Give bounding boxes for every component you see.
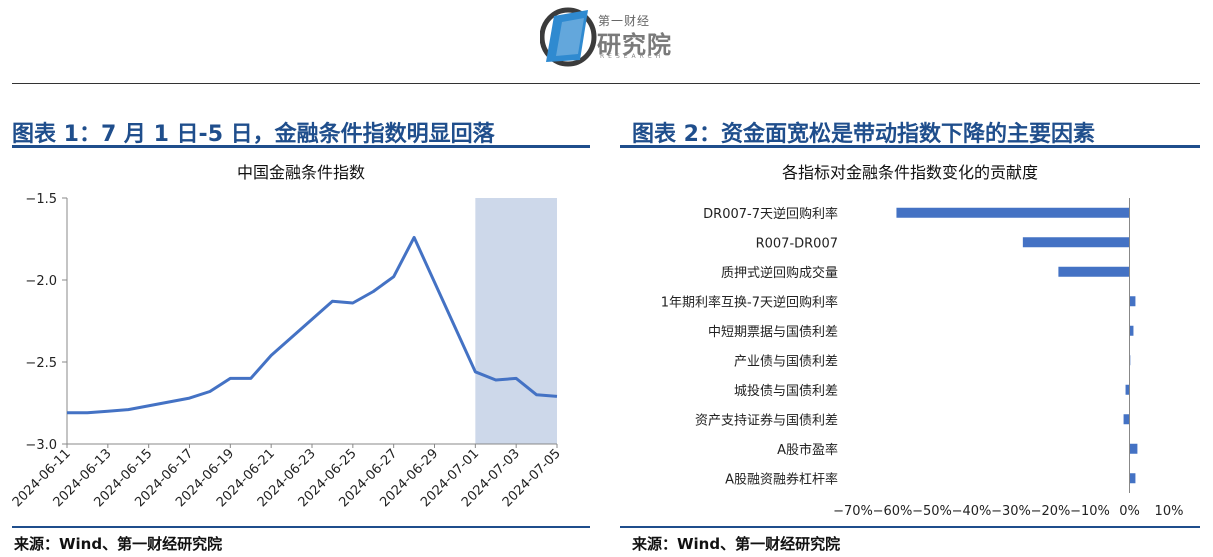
logo-brand-top: 第一财经 (598, 14, 651, 28)
logo-emblem (540, 7, 597, 67)
figure2-title: 图表 2：资金面宽松是带动指数下降的主要因素 (632, 122, 1095, 147)
figure2-source-rule (620, 526, 1200, 528)
bar (1058, 266, 1130, 277)
bar (1129, 473, 1136, 484)
category-label: 产业债与国债利差 (734, 354, 838, 369)
figure1-source: 来源：Wind、第一财经研究院 (14, 535, 223, 553)
x-tick-label: −50% (912, 504, 952, 519)
category-label: 资产支持证券与国债利差 (695, 412, 838, 428)
bar (1129, 325, 1134, 336)
category-label: 质押式逆回购成交量 (721, 265, 838, 281)
category-label: 中短期票据与国债利差 (708, 325, 838, 340)
category-label: DR007-7天逆回购利率 (703, 206, 838, 222)
x-tick-label: −70% (833, 504, 873, 519)
chart1-title: 中国金融条件指数 (236, 163, 365, 182)
bar (1129, 443, 1138, 454)
x-tick-label: 0% (1119, 504, 1140, 519)
figure1-title: 图表 1：7 月 1 日-5 日，金融条件指数明显回落 (12, 122, 495, 147)
logo-brand-sub: RESEARCH (600, 53, 665, 60)
bar-chart: DR007-7天逆回购利率 R007-DR007 质押式逆回购成交量 1年期利率互换-… (661, 198, 1184, 519)
y-tick-label: −1.5 (25, 192, 57, 207)
highlight-band (475, 198, 557, 444)
bar (896, 207, 1130, 218)
y-tick-label: −3.0 (25, 438, 57, 453)
bar (1129, 296, 1136, 307)
y-tick-label: −2.0 (25, 274, 57, 289)
category-label: 城投债与国债利差 (734, 383, 838, 399)
bar (1123, 414, 1130, 425)
bar (1125, 384, 1130, 395)
x-tick-label: −30% (991, 504, 1031, 519)
y-tick-label: −2.5 (25, 356, 57, 371)
figure1-source-rule (12, 526, 590, 528)
logo-brand-main: 研究院 (597, 31, 672, 59)
category-label: 1年期利率互换-7天逆回购利率 (661, 294, 838, 310)
x-tick-label: −60% (873, 504, 913, 519)
x-tick-label: −10% (1070, 504, 1110, 519)
chart2-title: 各指标对金融条件指数变化的贡献度 (781, 163, 1038, 182)
figure2-source: 来源：Wind、第一财经研究院 (632, 535, 841, 553)
category-label: A股融资融券杠杆率 (725, 471, 838, 487)
x-tick-label: −20% (1031, 504, 1071, 519)
x-tick-label: −40% (952, 504, 992, 519)
category-label: R007-DR007 (756, 236, 838, 251)
x-tick-label: 10% (1155, 504, 1184, 519)
line-chart: −1.5−2.0−2.5−3.02024-06-112024-06-132024… (10, 192, 564, 510)
figure2-title-rule (620, 145, 1200, 148)
header-divider (12, 83, 1200, 84)
bar (1022, 237, 1130, 248)
category-label: A股市盈率 (777, 442, 838, 458)
figure1-title-rule (12, 145, 590, 148)
